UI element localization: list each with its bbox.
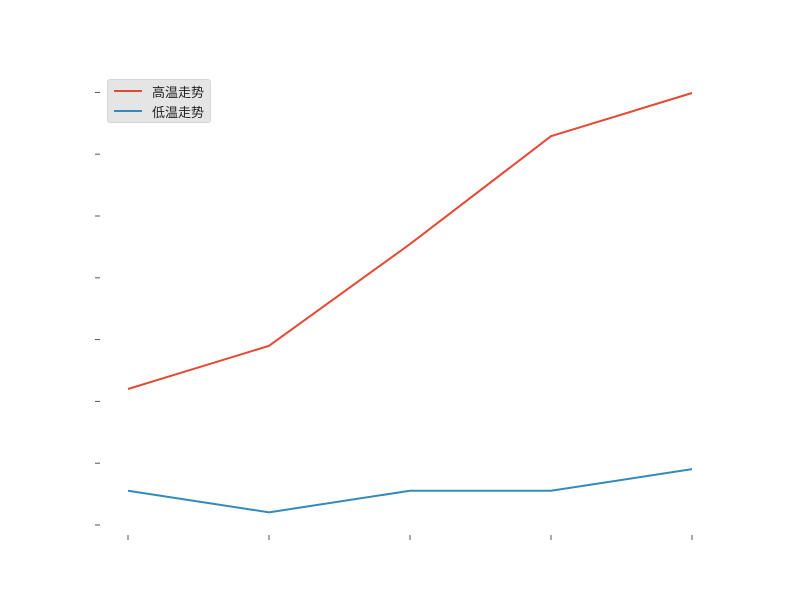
legend-swatch-high xyxy=(114,90,142,92)
legend-item-high: 高温走势 xyxy=(114,81,204,101)
series-lines xyxy=(127,92,693,514)
y-axis-ticks xyxy=(95,91,100,526)
legend-item-low: 低温走势 xyxy=(114,101,204,121)
legend: 高温走势 低温走势 xyxy=(107,79,211,123)
legend-swatch-low xyxy=(114,110,142,112)
x-axis-ticks xyxy=(127,535,693,540)
legend-label-high: 高温走势 xyxy=(152,85,205,101)
legend-label-low: 低温走势 xyxy=(152,105,205,121)
series-line-high xyxy=(127,92,693,390)
